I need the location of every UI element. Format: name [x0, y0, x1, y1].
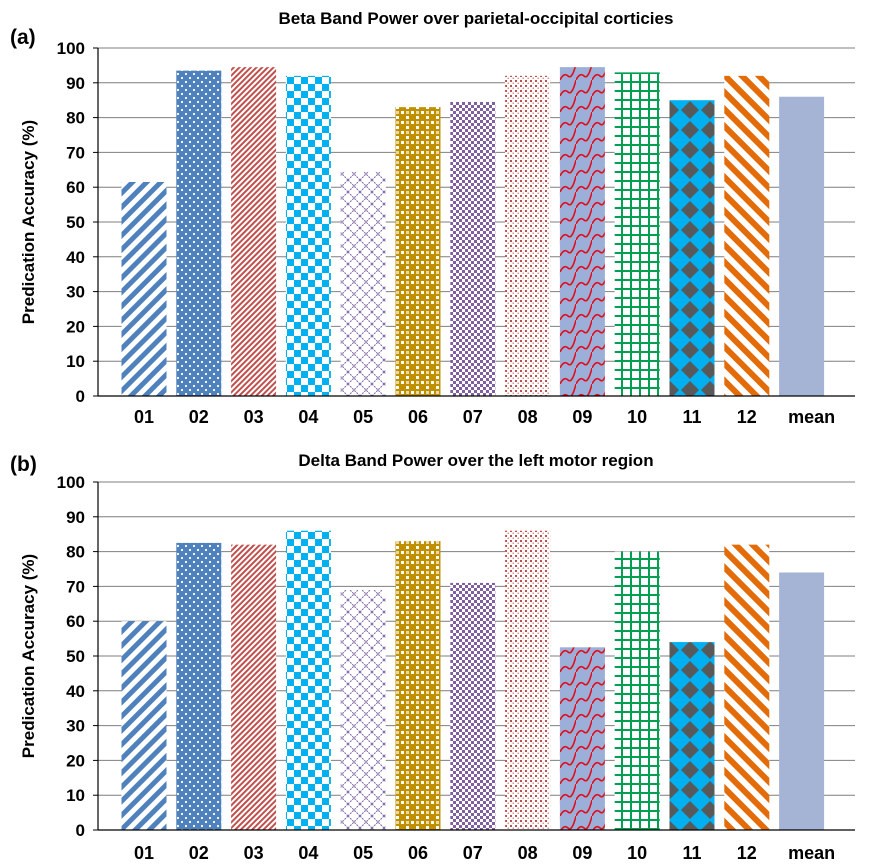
x-tick-label: 06: [408, 843, 428, 863]
x-tick-label: 10: [627, 843, 647, 863]
x-tick-label: mean: [788, 407, 835, 427]
bar-mean: [779, 572, 825, 830]
bar-08: [505, 75, 551, 396]
bar-06: [395, 541, 441, 830]
chart-panel-b: Delta Band Power over the left motor reg…: [10, 451, 855, 863]
x-tick-label: 08: [518, 843, 538, 863]
y-axis-label: Predication Accuracy (%): [19, 554, 38, 758]
panel-label: (b): [10, 453, 37, 476]
bar-12: [724, 75, 770, 396]
y-axis-label: Predication Accuracy (%): [19, 120, 38, 324]
y-tick-label: 10: [66, 786, 85, 805]
x-tick-label: 11: [682, 407, 701, 427]
x-tick-label: 07: [463, 407, 483, 427]
y-tick-label: 60: [66, 178, 85, 197]
x-tick-label: 03: [244, 407, 264, 427]
bar-05: [340, 171, 386, 396]
y-tick-label: 80: [66, 543, 85, 562]
x-tick-label: 05: [353, 843, 373, 863]
x-tick-label: 12: [737, 843, 757, 863]
bar-01: [121, 181, 167, 396]
x-tick-label: 07: [463, 843, 483, 863]
y-tick-label: 30: [66, 717, 85, 736]
x-tick-label: 08: [518, 407, 538, 427]
bar-05: [340, 589, 386, 830]
bar-11: [669, 100, 715, 396]
bar-02: [176, 70, 222, 397]
y-tick-label: 0: [76, 387, 85, 406]
y-tick-label: 10: [66, 352, 85, 371]
x-tick-label: 04: [298, 407, 318, 427]
x-tick-label: 01: [134, 843, 154, 863]
x-tick-label: 11: [682, 843, 701, 863]
y-tick-label: 70: [66, 577, 85, 596]
bar-09: [559, 67, 605, 396]
x-tick-label: 12: [737, 407, 757, 427]
bar-mean: [779, 96, 825, 396]
bar-11: [669, 642, 715, 830]
bar-03: [231, 67, 277, 396]
y-tick-label: 50: [66, 647, 85, 666]
bar-07: [450, 582, 496, 830]
y-tick-label: 20: [66, 317, 85, 336]
y-tick-label: 50: [66, 213, 85, 232]
y-tick-label: 100: [57, 473, 85, 492]
y-tick-label: 90: [66, 74, 85, 93]
y-tick-label: 40: [66, 248, 85, 267]
bar-12: [724, 544, 770, 830]
y-tick-label: 80: [66, 109, 85, 128]
x-tick-label: 02: [189, 843, 209, 863]
x-tick-label: 09: [572, 843, 592, 863]
panel-label: (a): [10, 26, 36, 49]
x-tick-label: 06: [408, 407, 428, 427]
bar-04: [285, 75, 331, 396]
y-tick-label: 70: [66, 143, 85, 162]
x-tick-label: 09: [572, 407, 592, 427]
bar-10: [614, 551, 660, 830]
x-tick-label: 01: [134, 407, 154, 427]
bar-07: [450, 101, 496, 396]
x-tick-label: 03: [244, 843, 264, 863]
x-tick-label: 02: [189, 407, 209, 427]
x-tick-label: 05: [353, 407, 373, 427]
bar-10: [614, 72, 660, 397]
bar-06: [395, 107, 441, 396]
y-tick-label: 30: [66, 283, 85, 302]
chart-title: Delta Band Power over the left motor reg…: [298, 451, 653, 470]
x-tick-label: 04: [298, 843, 318, 863]
bar-04: [285, 530, 331, 830]
y-tick-label: 60: [66, 612, 85, 631]
y-tick-label: 20: [66, 751, 85, 770]
bar-09: [559, 647, 605, 830]
y-tick-label: 40: [66, 682, 85, 701]
bar-02: [176, 542, 222, 830]
x-tick-label: mean: [788, 843, 835, 863]
x-tick-label: 10: [627, 407, 647, 427]
chart-title: Beta Band Power over parietal-occipital …: [279, 9, 674, 28]
y-tick-label: 0: [76, 821, 85, 840]
bar-01: [121, 621, 167, 830]
chart-panel-a: Beta Band Power over parietal-occipital …: [10, 9, 855, 427]
y-tick-label: 90: [66, 508, 85, 527]
bar-03: [231, 544, 277, 830]
bar-08: [505, 530, 551, 830]
y-tick-label: 100: [57, 39, 85, 58]
